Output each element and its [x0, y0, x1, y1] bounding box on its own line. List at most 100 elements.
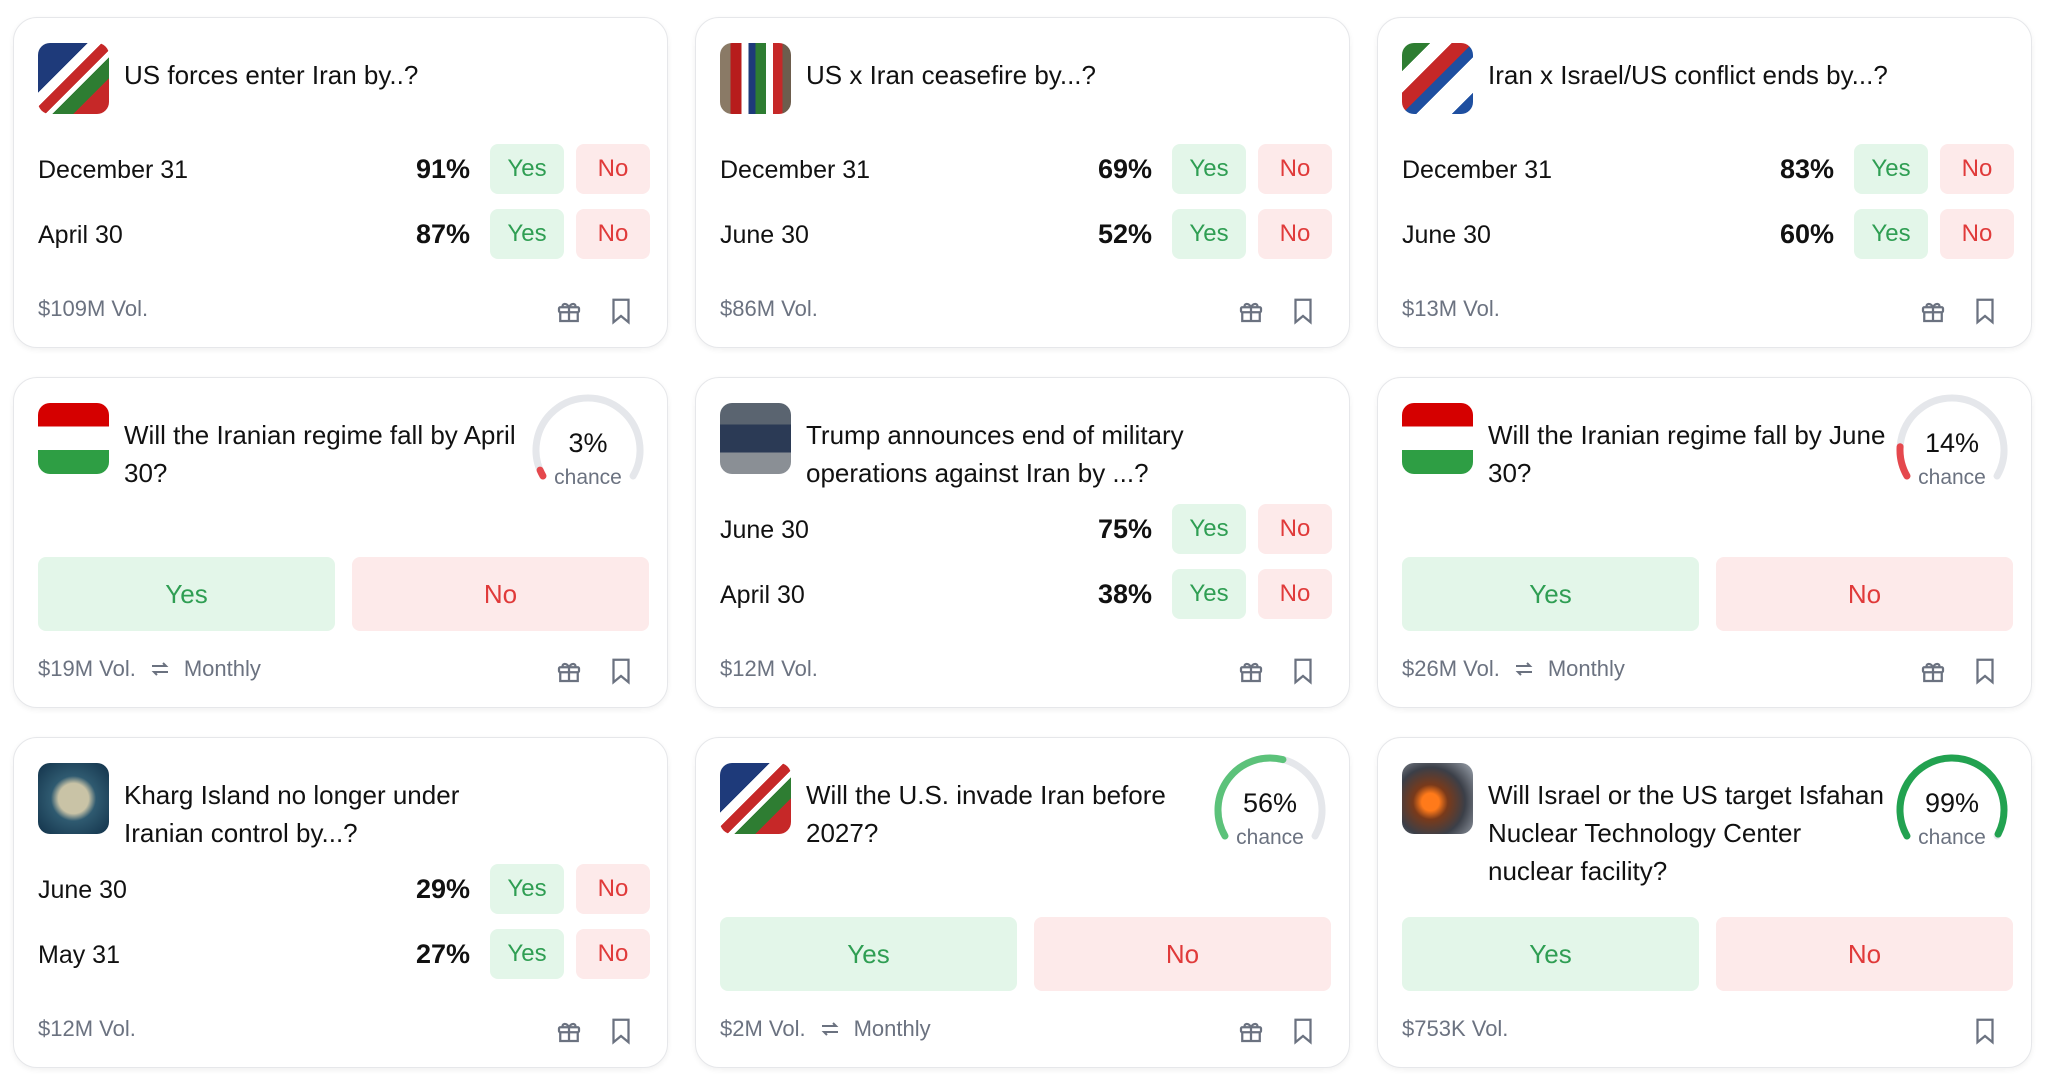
us-iran-flags-icon — [720, 43, 791, 114]
outcome-row: April 30 38% Yes No — [720, 569, 1332, 619]
buy-no-button[interactable]: No — [576, 209, 650, 259]
outcome-percent: 87% — [415, 219, 470, 249]
repeat-icon — [818, 1017, 842, 1041]
market-footer: $12M Vol. — [720, 656, 818, 682]
buy-no-button[interactable]: No — [576, 929, 650, 979]
market-title[interactable]: US forces enter Iran by..? — [124, 60, 419, 90]
market-title[interactable]: US x Iran ceasefire by...? — [806, 60, 1096, 90]
market-footer: $86M Vol. — [720, 296, 818, 322]
outcome-percent: 69% — [1097, 154, 1152, 184]
buy-yes-button[interactable]: Yes — [1854, 144, 1928, 194]
outcome-percent: 60% — [1779, 219, 1834, 249]
bookmark-icon[interactable] — [1970, 296, 2000, 326]
market-card[interactable]: Will the Iranian regime fall by April 30… — [13, 377, 668, 708]
buy-yes-button[interactable]: Yes — [1854, 209, 1928, 259]
repeat-icon — [1512, 657, 1536, 681]
us-iran-flag-icon — [720, 763, 791, 834]
outcome-label: June 30 — [38, 876, 127, 904]
gauge-fill — [536, 466, 547, 480]
volume-label: $12M Vol. — [38, 1016, 136, 1041]
chance-label: chance — [1236, 826, 1304, 849]
buy-yes-button[interactable]: Yes — [490, 144, 564, 194]
gift-icon[interactable] — [1236, 296, 1266, 326]
market-title[interactable]: Iran x Israel/US conflict ends by...? — [1488, 60, 1888, 90]
market-card[interactable]: Will the U.S. invade Iran before 2027? 56… — [695, 737, 1350, 1068]
buy-no-button[interactable]: No — [1258, 569, 1332, 619]
outcome-label: May 31 — [38, 941, 120, 969]
buy-yes-button[interactable]: Yes — [1402, 557, 1699, 631]
market-title[interactable]: Will the Iranian regime fall by June 30? — [1488, 420, 1886, 488]
gift-icon[interactable] — [554, 1016, 584, 1046]
buy-no-button[interactable]: No — [1716, 557, 2013, 631]
buy-yes-button[interactable]: Yes — [490, 864, 564, 914]
market-footer: $753K Vol. — [1402, 1016, 1508, 1042]
market-card[interactable]: Iran x Israel/US conflict ends by...? Dec… — [1377, 17, 2032, 348]
gift-icon[interactable] — [1918, 656, 1948, 686]
buy-no-button[interactable]: No — [1034, 917, 1331, 991]
buy-yes-button[interactable]: Yes — [1172, 144, 1246, 194]
gift-icon[interactable] — [554, 296, 584, 326]
buy-yes-button[interactable]: Yes — [1402, 917, 1699, 991]
buy-yes-button[interactable]: Yes — [1172, 209, 1246, 259]
bookmark-icon[interactable] — [606, 656, 636, 686]
outcome-label: December 31 — [720, 156, 871, 184]
recurrence-label: Monthly — [183, 656, 261, 681]
buy-no-button[interactable]: No — [1258, 504, 1332, 554]
gauge-arc — [1896, 394, 2008, 480]
buy-no-button[interactable]: No — [1940, 209, 2014, 259]
chance-label: chance — [1918, 466, 1986, 489]
gift-icon[interactable] — [1236, 1016, 1266, 1046]
buy-yes-button[interactable]: Yes — [720, 917, 1017, 991]
outcome-row: June 30 75% Yes No — [720, 504, 1332, 554]
market-footer: $109M Vol. — [38, 296, 148, 322]
market-title[interactable]: Will the U.S. invade Iran before 2027? — [806, 780, 1166, 848]
buy-no-button[interactable]: No — [1258, 144, 1332, 194]
buy-yes-button[interactable]: Yes — [490, 929, 564, 979]
chance-label: chance — [554, 466, 622, 489]
market-title[interactable]: Will Israel or the US target Isfahan Nuc… — [1488, 780, 1884, 886]
chance-gauge: 3% chance — [526, 390, 650, 510]
volume-label: $109M Vol. — [38, 296, 149, 321]
recurrence-label: Monthly — [853, 1016, 931, 1041]
buy-no-button[interactable]: No — [576, 144, 650, 194]
bookmark-icon[interactable] — [1288, 296, 1318, 326]
chance-gauge: 56% chance — [1208, 750, 1332, 870]
outcome-row: December 31 69% Yes No — [720, 144, 1332, 194]
market-card[interactable]: Kharg Island no longer under Iranian con… — [13, 737, 668, 1068]
outcome-percent: 91% — [415, 154, 470, 184]
gauge-fill — [1896, 754, 2008, 840]
gift-icon[interactable] — [1236, 656, 1266, 686]
bookmark-icon[interactable] — [1288, 656, 1318, 686]
bookmark-icon[interactable] — [606, 296, 636, 326]
chance-label: chance — [1918, 826, 1986, 849]
outcome-row: April 30 87% Yes No — [38, 209, 650, 259]
us-iran-flag-icon — [38, 43, 109, 114]
bookmark-icon[interactable] — [1288, 1016, 1318, 1046]
market-title[interactable]: Trump announces end of military operatio… — [806, 420, 1184, 488]
bookmark-icon[interactable] — [1970, 656, 2000, 686]
gift-icon[interactable] — [1918, 296, 1948, 326]
buy-no-button[interactable]: No — [1258, 209, 1332, 259]
market-card[interactable]: US x Iran ceasefire by...? December 31 69%… — [695, 17, 1350, 348]
buy-no-button[interactable]: No — [1940, 144, 2014, 194]
market-card[interactable]: Will the Iranian regime fall by June 30?… — [1377, 377, 2032, 708]
buy-yes-button[interactable]: Yes — [1172, 569, 1246, 619]
outcome-row: June 30 52% Yes No — [720, 209, 1332, 259]
outcome-label: June 30 — [1402, 221, 1491, 249]
market-title[interactable]: Will the Iranian regime fall by April 30… — [124, 420, 516, 488]
buy-yes-button[interactable]: Yes — [1172, 504, 1246, 554]
buy-yes-button[interactable]: Yes — [490, 209, 564, 259]
buy-yes-button[interactable]: Yes — [38, 557, 335, 631]
gift-icon[interactable] — [554, 656, 584, 686]
explosion-icon — [1402, 763, 1473, 834]
market-title[interactable]: Kharg Island no longer under Iranian con… — [124, 780, 460, 848]
buy-no-button[interactable]: No — [352, 557, 649, 631]
market-card[interactable]: US forces enter Iran by..? December 31 91%… — [13, 17, 668, 348]
bookmark-icon[interactable] — [606, 1016, 636, 1046]
bookmark-icon[interactable] — [1970, 1016, 2000, 1046]
buy-no-button[interactable]: No — [576, 864, 650, 914]
market-card[interactable]: Trump announces end of military operatio… — [695, 377, 1350, 708]
buy-no-button[interactable]: No — [1716, 917, 2013, 991]
market-card[interactable]: Will Israel or the US target Isfahan Nuc… — [1377, 737, 2032, 1068]
outcome-row: June 30 60% Yes No — [1402, 209, 2014, 259]
